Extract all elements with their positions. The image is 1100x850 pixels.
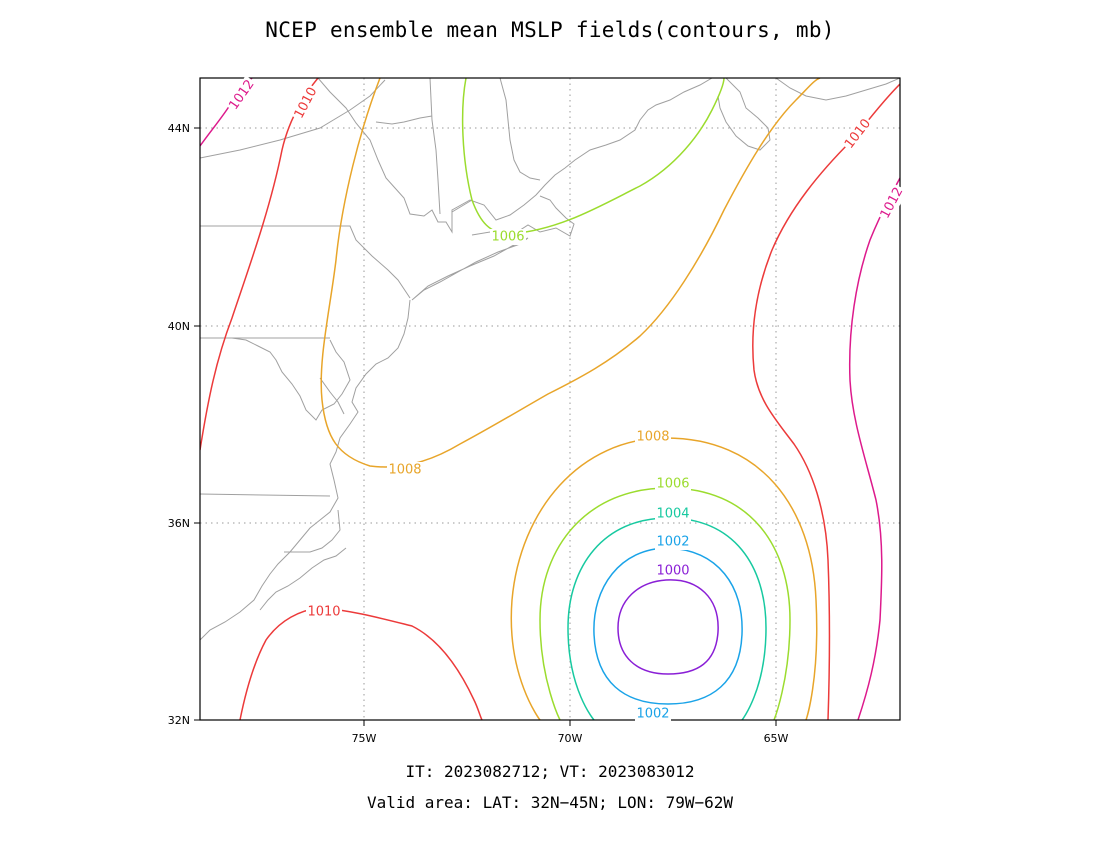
contour-label-1006: 1006 [655, 476, 691, 492]
contour-label-1004: 1004 [655, 506, 691, 522]
contour-label-background [387, 462, 423, 478]
map-frame [199, 77, 901, 721]
contour-1002 [593, 547, 743, 705]
contour-label-background [490, 229, 526, 245]
axis-tick-labels: 44N 40N 36N 32N 75W 70W 65W [168, 122, 789, 745]
contour-1008-south [510, 437, 818, 720]
contour-label-text: 1008 [636, 430, 669, 445]
contour-label-text: 1012 [878, 185, 907, 221]
contour-label-1006: 1006 [490, 229, 526, 245]
state-border-ct-ri [451, 199, 473, 232]
state-border-vt-nh [429, 78, 441, 215]
contour-labels: 1012 1010 1010 1012 1006 1008 1008 1006 1004 1002… [225, 75, 908, 722]
contour-1008-north [320, 78, 821, 468]
coastlines-and-borders [200, 78, 900, 641]
coastline-northeast [317, 78, 713, 234]
pressure-contours [200, 78, 900, 720]
contour-label-1008: 1008 [635, 429, 671, 445]
contour-label-text: 1010 [307, 605, 340, 620]
coastline-mid-atlantic [200, 299, 411, 641]
contour-label-background [655, 563, 691, 579]
init-valid-time: IT: 2023082712; VT: 2023083012 [405, 762, 695, 781]
border-canada [200, 79, 386, 159]
contour-label-background [225, 75, 259, 115]
contour-1000 [617, 579, 719, 675]
contour-label-text: 1006 [656, 477, 689, 492]
contour-label-text: 1010 [292, 85, 321, 121]
coastline-south [259, 547, 347, 611]
lat-label: 36N [168, 517, 190, 530]
lon-label: 65W [764, 732, 789, 745]
contour-label-1012: 1012 [225, 75, 259, 115]
contour-label-background [655, 506, 691, 522]
contour-label-background [635, 429, 671, 445]
contour-label-background [290, 83, 322, 123]
coastline-nova-scotia-north [775, 78, 900, 101]
contour-1006 [539, 487, 791, 720]
contour-label-text: 1006 [491, 230, 524, 245]
contour-label-1010: 1010 [290, 83, 322, 123]
contour-label-1000: 1000 [655, 563, 691, 579]
contour-label-text: 1012 [226, 77, 257, 113]
contour-label-text: 1004 [656, 507, 689, 522]
contour-1010-northwest [200, 78, 319, 451]
contour-label-background [840, 114, 876, 154]
contour-label-1010: 1010 [306, 604, 342, 620]
contour-1012-east [848, 177, 900, 720]
coastline-nova-scotia [717, 78, 771, 151]
state-border-ny-pa [200, 225, 411, 299]
coastline-outer-banks [284, 509, 341, 553]
contour-label-1008: 1008 [387, 462, 423, 478]
coastline-long-island [411, 237, 529, 301]
contour-label-1002: 1002 [635, 706, 671, 722]
contour-label-1012: 1012 [876, 183, 908, 223]
contour-label-text: 1002 [656, 535, 689, 550]
contour-label-text: 1002 [636, 707, 669, 722]
contour-label-background [306, 604, 342, 620]
contour-label-1002: 1002 [655, 534, 691, 550]
lat-label: 44N [168, 122, 190, 135]
contour-1010-east [752, 83, 900, 720]
contour-1004 [567, 517, 767, 720]
axis-ticks [194, 127, 777, 726]
contour-label-background [655, 534, 691, 550]
valid-area: Valid area: LAT: 32N−45N; LON: 79W−62W [366, 793, 734, 812]
lat-label: 40N [168, 320, 190, 333]
contour-label-1010: 1010 [840, 114, 876, 154]
contour-label-text: 1000 [656, 564, 689, 579]
contour-label-background [876, 183, 908, 223]
contour-1010-southwest [239, 607, 483, 720]
border-maine [499, 78, 541, 181]
state-border-ny-vt [375, 115, 433, 125]
border-delmarva [319, 377, 345, 415]
map-title: NCEP ensemble mean MSLP fields(contours,… [265, 18, 835, 42]
state-border-va-nc [200, 493, 331, 497]
contour-label-background [655, 476, 691, 492]
coastline-chesapeake [231, 337, 351, 421]
lat-label: 32N [168, 714, 190, 727]
contour-label-background [635, 706, 671, 722]
contour-label-text: 1008 [388, 463, 421, 478]
contour-1006-north [461, 78, 725, 235]
lon-label: 70W [558, 732, 583, 745]
lat-lon-grid [200, 78, 900, 720]
lon-label: 75W [352, 732, 377, 745]
